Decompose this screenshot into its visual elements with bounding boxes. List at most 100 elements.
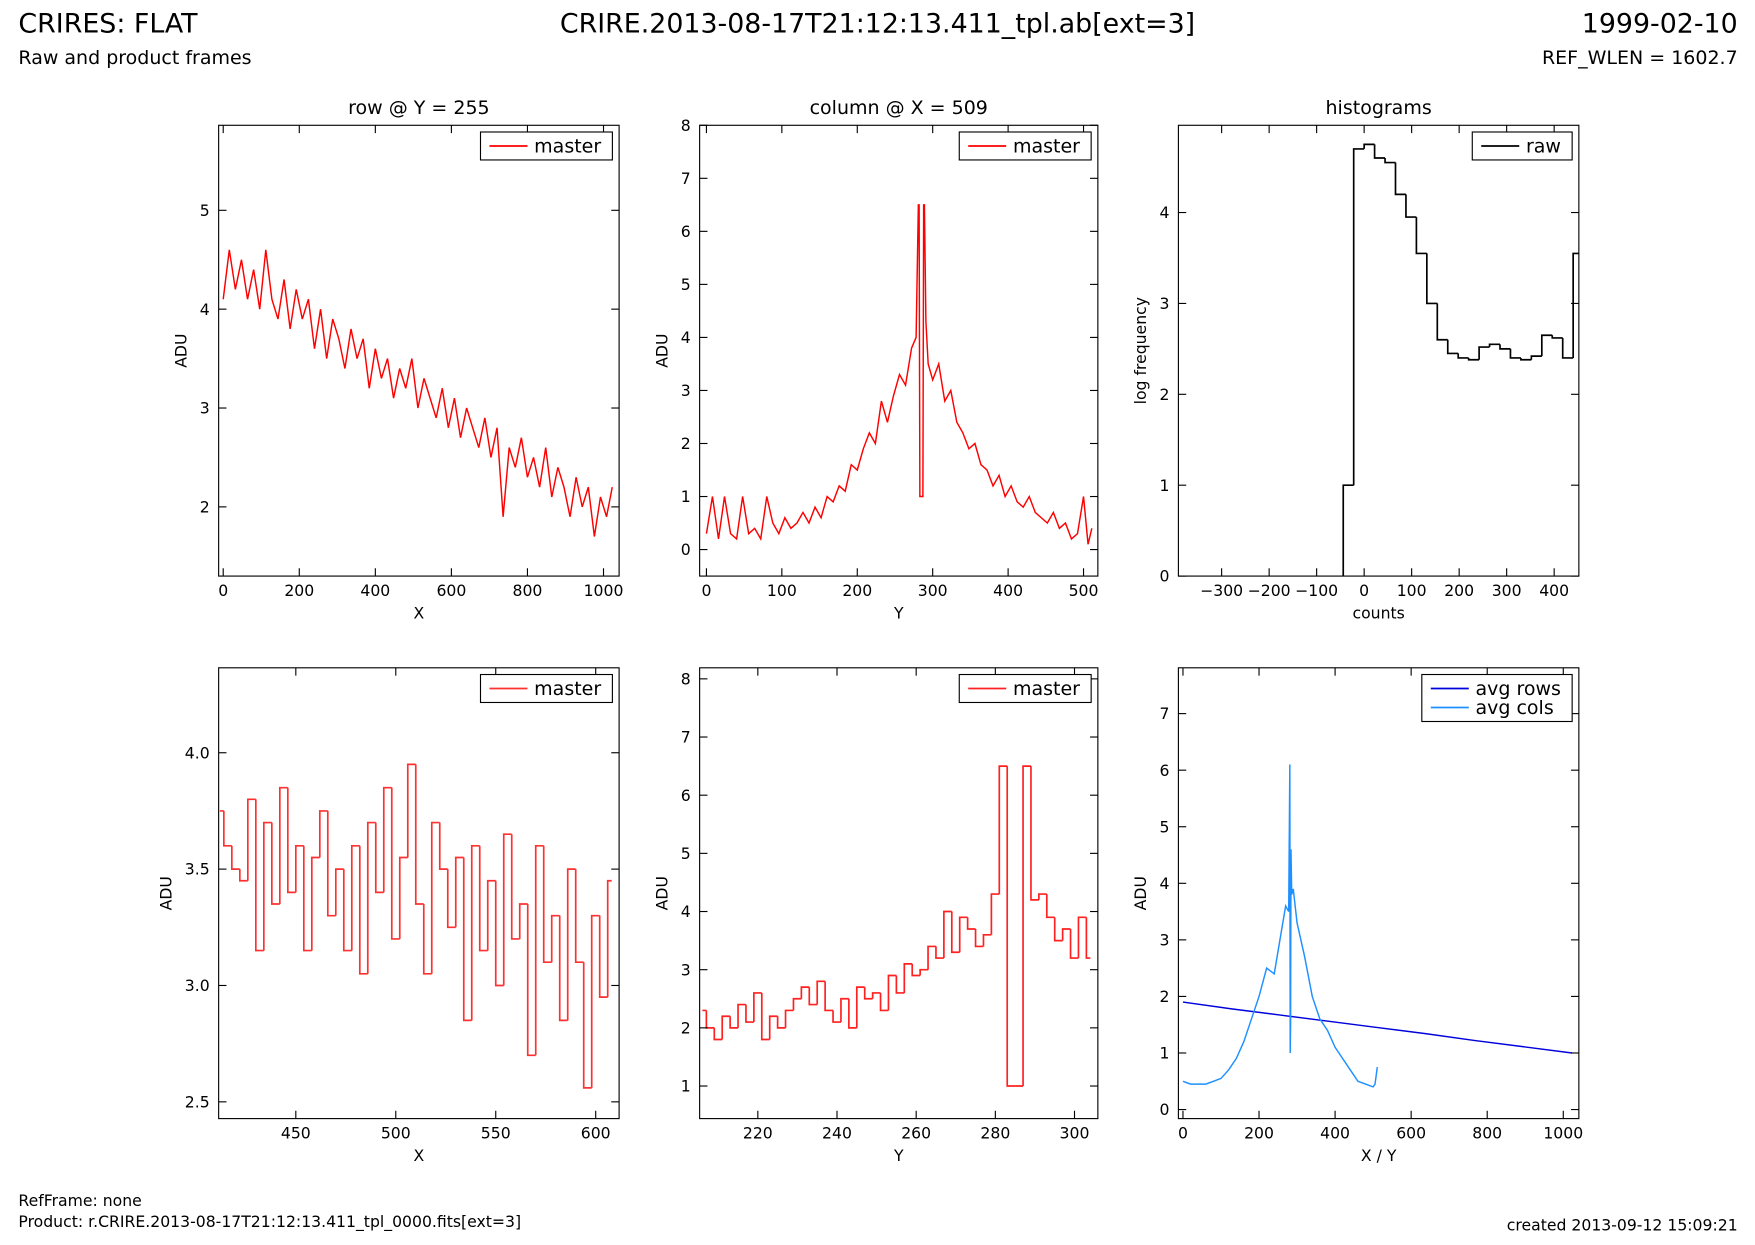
- date: 1999-02-10: [1582, 8, 1738, 39]
- legend-label: avg cols: [1476, 697, 1554, 719]
- y-axis-label: log frequency: [1131, 297, 1150, 404]
- x-tick-label: 550: [481, 1124, 511, 1143]
- x-tick-label: 100: [767, 581, 797, 600]
- histogram-bin: [1415, 217, 1427, 255]
- y-tick-label: 7: [681, 169, 691, 188]
- line-step: [1053, 917, 1063, 942]
- x-tick-label: −200: [1248, 581, 1291, 600]
- line-step: [792, 997, 802, 1011]
- line-step: [526, 904, 536, 1057]
- line-step: [582, 962, 592, 1089]
- y-tick-label: 4: [1159, 203, 1169, 222]
- y-axis-label: ADU: [171, 334, 190, 368]
- line-step: [430, 821, 440, 974]
- line-step: [1085, 917, 1091, 959]
- line-step: [776, 1016, 786, 1029]
- x-tick-label: 100: [1397, 581, 1427, 600]
- line-step: [1061, 928, 1071, 941]
- plot-area: [219, 763, 612, 1089]
- y-tick-label: 6: [681, 222, 691, 241]
- page-subtitle: Raw and product frames: [18, 47, 251, 69]
- x-tick-label: −100: [1295, 581, 1338, 600]
- histogram-bin: [1499, 344, 1511, 350]
- line-step: [310, 856, 320, 951]
- line-step: [246, 798, 256, 881]
- x-tick-label: 200: [1444, 581, 1474, 600]
- legend: master: [958, 673, 1092, 704]
- x-tick-label: 300: [1060, 1124, 1090, 1143]
- line-step: [398, 856, 408, 939]
- x-axis-label: X: [414, 1146, 425, 1165]
- x-tick-label: 600: [1396, 1124, 1426, 1143]
- legend: master: [479, 131, 613, 161]
- x-axis-label: X: [414, 604, 425, 623]
- y-tick-label: 6: [1159, 761, 1169, 780]
- y-tick-label: 7: [1159, 704, 1169, 723]
- legend-label: avg rows: [1476, 678, 1561, 700]
- legend: master: [958, 131, 1092, 161]
- x-tick-label: 0: [1359, 581, 1369, 600]
- histogram-bin: [1405, 194, 1417, 218]
- line-step: [737, 1003, 746, 1028]
- line-step: [784, 1009, 794, 1028]
- y-tick-label: 5: [681, 844, 691, 863]
- line-step: [510, 834, 520, 940]
- y-axis-label: ADU: [652, 876, 671, 910]
- histogram-bin: [1530, 355, 1542, 360]
- line-step: [1022, 765, 1031, 1087]
- y-tick-label: 2: [681, 434, 691, 453]
- line-step: [950, 911, 960, 954]
- y-tick-label: 3: [1159, 930, 1169, 949]
- line-step: [840, 997, 849, 1023]
- y-tick-label: 3: [681, 960, 691, 979]
- x-tick-label: 400: [360, 581, 390, 600]
- x-tick-label: 260: [901, 1124, 931, 1143]
- legend-label: master: [534, 678, 601, 700]
- line-step: [270, 822, 280, 905]
- x-tick-label: 1000: [584, 581, 624, 600]
- line-step: [753, 992, 762, 1023]
- line-step: [406, 763, 416, 858]
- y-tick-label: 2.5: [185, 1092, 210, 1111]
- line-step: [903, 963, 913, 993]
- y-tick-label: 4: [681, 328, 691, 347]
- line-step: [342, 869, 352, 952]
- line-step: [713, 1027, 723, 1041]
- line-step: [1038, 893, 1047, 900]
- y-tick-label: 1: [681, 487, 691, 506]
- line-step: [871, 992, 881, 999]
- legend-label: master: [1013, 136, 1080, 158]
- product: Product: r.CRIRE.2013-08-17T21:12:13.411…: [18, 1212, 521, 1232]
- line-step: [558, 915, 568, 1022]
- line-step: [745, 1004, 754, 1023]
- line-step: [824, 981, 834, 1012]
- x-axis-label: X / Y: [1361, 1146, 1397, 1165]
- line-step: [238, 869, 248, 882]
- legend-label: master: [1013, 678, 1080, 700]
- y-tick-label: 5: [681, 275, 691, 294]
- histogram-bin: [1520, 357, 1532, 361]
- line-step: [223, 810, 232, 847]
- line-step: [390, 787, 400, 940]
- x-tick-label: 0: [701, 581, 711, 600]
- line-step: [895, 975, 905, 994]
- x-tick-label: 600: [581, 1124, 611, 1143]
- line-step: [366, 821, 376, 974]
- line-step: [606, 879, 612, 998]
- legend: master: [479, 673, 613, 704]
- plot-frame: [218, 667, 620, 1120]
- y-tick-label: 8: [681, 669, 691, 688]
- line-step: [438, 822, 448, 870]
- x-tick-label: 500: [381, 1124, 411, 1143]
- y-tick-label: 2: [200, 497, 210, 516]
- ref-wlen: REF_WLEN = 1602.7: [1542, 47, 1738, 69]
- line: [1182, 764, 1379, 1088]
- histogram-bin: [1551, 335, 1563, 339]
- x-tick-label: 400: [993, 581, 1023, 600]
- y-tick-label: 0: [1159, 567, 1169, 586]
- histogram-bin: [1352, 148, 1365, 486]
- line-step: [887, 974, 897, 1011]
